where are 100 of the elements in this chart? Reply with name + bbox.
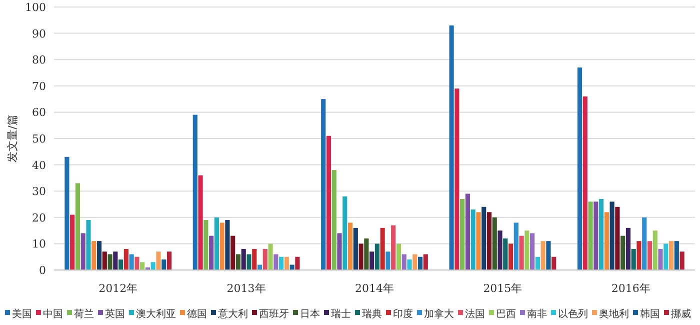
- bar: [284, 256, 289, 270]
- bar: [268, 244, 273, 270]
- bar: [482, 206, 486, 270]
- y-tick-label: 20: [32, 211, 46, 224]
- bar: [274, 254, 278, 270]
- legend-label: 加拿大: [424, 308, 454, 320]
- bar: [209, 236, 214, 270]
- bar: [348, 222, 353, 270]
- y-tick-label: 50: [32, 132, 46, 146]
- bar: [118, 259, 124, 270]
- bar: [620, 236, 626, 270]
- bar: [642, 217, 647, 270]
- bar: [380, 228, 385, 270]
- legend-label: 瑞典: [362, 308, 382, 320]
- bar: [407, 259, 412, 270]
- bar: [418, 256, 423, 270]
- bar: [668, 241, 674, 270]
- legend-label: 澳大利亚: [136, 308, 176, 320]
- y-tick-label: 30: [32, 185, 46, 198]
- bar: [321, 99, 326, 270]
- bar: [498, 230, 502, 270]
- y-tick-label: 60: [32, 106, 46, 120]
- bar: [290, 264, 294, 270]
- bar: [402, 254, 406, 270]
- bar: [530, 233, 535, 270]
- bar: [412, 254, 418, 270]
- bar: [519, 236, 524, 270]
- bar: [454, 88, 460, 270]
- x-tick-label: 2014年: [355, 282, 394, 295]
- legend-label: 意大利: [217, 308, 248, 320]
- y-tick-label: 70: [32, 80, 46, 93]
- bar: [64, 156, 70, 270]
- legend-label: 印度: [393, 308, 413, 320]
- x-tick-label: 2016年: [611, 282, 650, 295]
- legend-label: 瑞士: [331, 308, 351, 320]
- bar: [577, 67, 582, 270]
- bar: [636, 241, 642, 270]
- y-tick-label: 40: [32, 158, 46, 172]
- legend-label: 南非: [527, 308, 547, 320]
- bar: [252, 248, 257, 270]
- bar: [588, 202, 593, 270]
- bar: [230, 236, 236, 270]
- bar: [92, 241, 96, 270]
- bar: [86, 220, 91, 270]
- y-tick-label: 10: [32, 238, 46, 251]
- bar: [342, 196, 348, 270]
- bar: [279, 256, 284, 270]
- bar: [664, 244, 668, 270]
- bar: [353, 228, 358, 270]
- y-tick-label: 100: [25, 1, 46, 14]
- legend-label: 奥地利: [599, 308, 629, 320]
- bar: [652, 230, 658, 270]
- bar: [156, 252, 161, 270]
- bar: [80, 233, 86, 270]
- bar: [594, 202, 598, 270]
- legend-label: 挪威: [671, 308, 691, 320]
- bar: [503, 238, 508, 270]
- y-tick-label: 80: [32, 54, 46, 67]
- bar: [546, 241, 551, 270]
- legend-label: 巴西: [496, 309, 516, 320]
- bar: [486, 212, 492, 270]
- bar: [204, 220, 208, 270]
- bar: [75, 183, 80, 270]
- x-tick-label: 2015年: [483, 282, 522, 295]
- bar: [460, 198, 465, 270]
- bar: [647, 241, 652, 270]
- bar: [674, 241, 679, 270]
- bar: [386, 252, 390, 270]
- bar: [96, 241, 102, 270]
- bar: [162, 259, 166, 270]
- bar: [166, 252, 172, 270]
- bar: [465, 194, 470, 270]
- x-tick-label: 2013年: [226, 282, 266, 295]
- bar: [326, 136, 332, 270]
- bar: [124, 248, 128, 270]
- legend-label: 荷兰: [74, 308, 94, 320]
- x-tick-label: 2012年: [98, 282, 138, 295]
- bar: [262, 248, 268, 270]
- bar: [470, 210, 476, 270]
- bar: [476, 212, 481, 270]
- y-tick-label: 0: [39, 264, 46, 277]
- bar: [70, 214, 75, 270]
- bar: [374, 244, 380, 270]
- bar: [192, 114, 198, 270]
- bar: [535, 256, 540, 270]
- bar: [214, 217, 219, 270]
- bar: [492, 217, 497, 270]
- bar: [220, 222, 224, 270]
- bar: [108, 254, 112, 270]
- bar: [140, 262, 145, 270]
- bar: [225, 220, 230, 270]
- bar: [241, 248, 246, 270]
- y-tick-label: 90: [32, 27, 46, 40]
- bar: [134, 256, 140, 270]
- bar: [631, 248, 636, 270]
- bar: [598, 198, 604, 270]
- legend-label: 以色列: [558, 308, 588, 320]
- legend-label: 法国: [465, 308, 485, 320]
- bar: [337, 233, 342, 270]
- bar: [524, 230, 530, 270]
